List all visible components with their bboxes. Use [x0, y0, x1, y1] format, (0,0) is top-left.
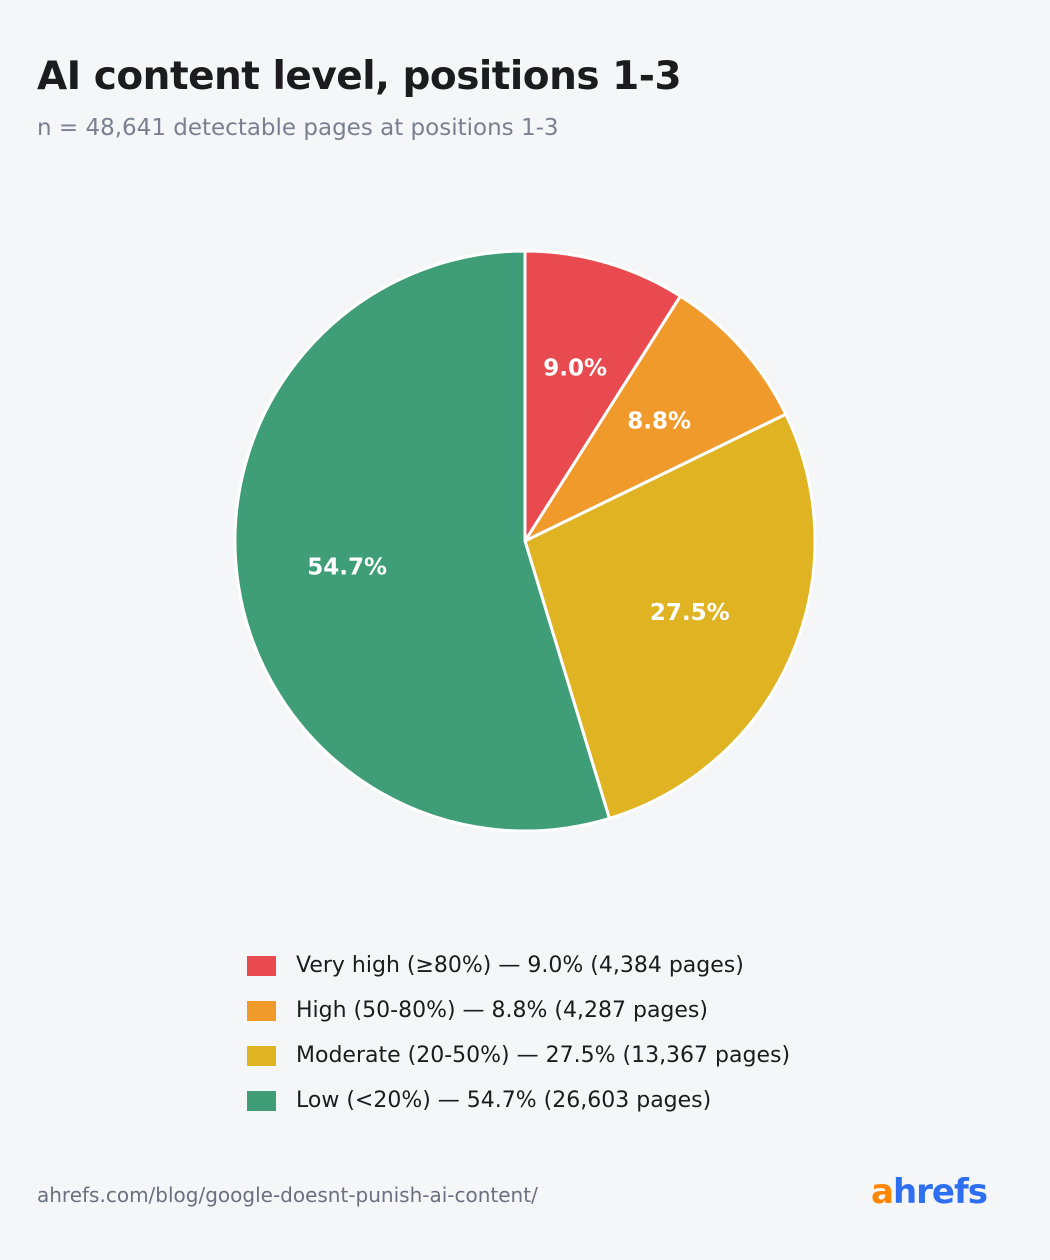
- legend-label-3: Low (<20%) — 54.7% (26,603 pages): [296, 1088, 712, 1113]
- chart-title: AI content level, positions 1-3: [37, 54, 682, 99]
- chart-legend: Very high (≥80%) — 9.0% (4,384 pages) Hig…: [247, 943, 790, 1123]
- legend-swatch-0: [247, 955, 276, 976]
- source-url[interactable]: ahrefs.com/blog/google-doesnt-punish-ai-…: [37, 1183, 538, 1207]
- legend-item-1: High (50-80%) — 8.8% (4,287 pages): [247, 988, 790, 1033]
- legend-item-0: Very high (≥80%) — 9.0% (4,384 pages): [247, 943, 790, 988]
- ahrefs-logo: ahrefs: [870, 1172, 988, 1212]
- chart-subtitle: n = 48,641 detectable pages at positions…: [37, 115, 559, 141]
- legend-item-2: Moderate (20-50%) — 27.5% (13,367 pages): [247, 1033, 790, 1078]
- legend-label-1: High (50-80%) — 8.8% (4,287 pages): [296, 998, 708, 1023]
- pie-slice-label-1: 8.8%: [627, 408, 691, 434]
- pie-slice-label-3: 54.7%: [307, 554, 387, 580]
- pie-slice-label-2: 27.5%: [650, 600, 730, 626]
- pie-slice-label-0: 9.0%: [543, 355, 607, 381]
- pie-slice-0: [523, 249, 682, 543]
- legend-swatch-2: [247, 1045, 276, 1066]
- legend-swatch-3: [247, 1090, 276, 1111]
- legend-label-2: Moderate (20-50%) — 27.5% (13,367 pages): [296, 1043, 791, 1068]
- pie-slice-1: [523, 294, 788, 543]
- pie-slice-3: [233, 249, 611, 833]
- pie-slice-2: [523, 412, 817, 820]
- legend-swatch-1: [247, 1000, 276, 1021]
- legend-item-3: Low (<20%) — 54.7% (26,603 pages): [247, 1078, 790, 1123]
- pie-chart: 9.0% 8.8% 27.5% 54.7%: [233, 249, 817, 833]
- legend-label-0: Very high (≥80%) — 9.0% (4,384 pages): [296, 953, 744, 978]
